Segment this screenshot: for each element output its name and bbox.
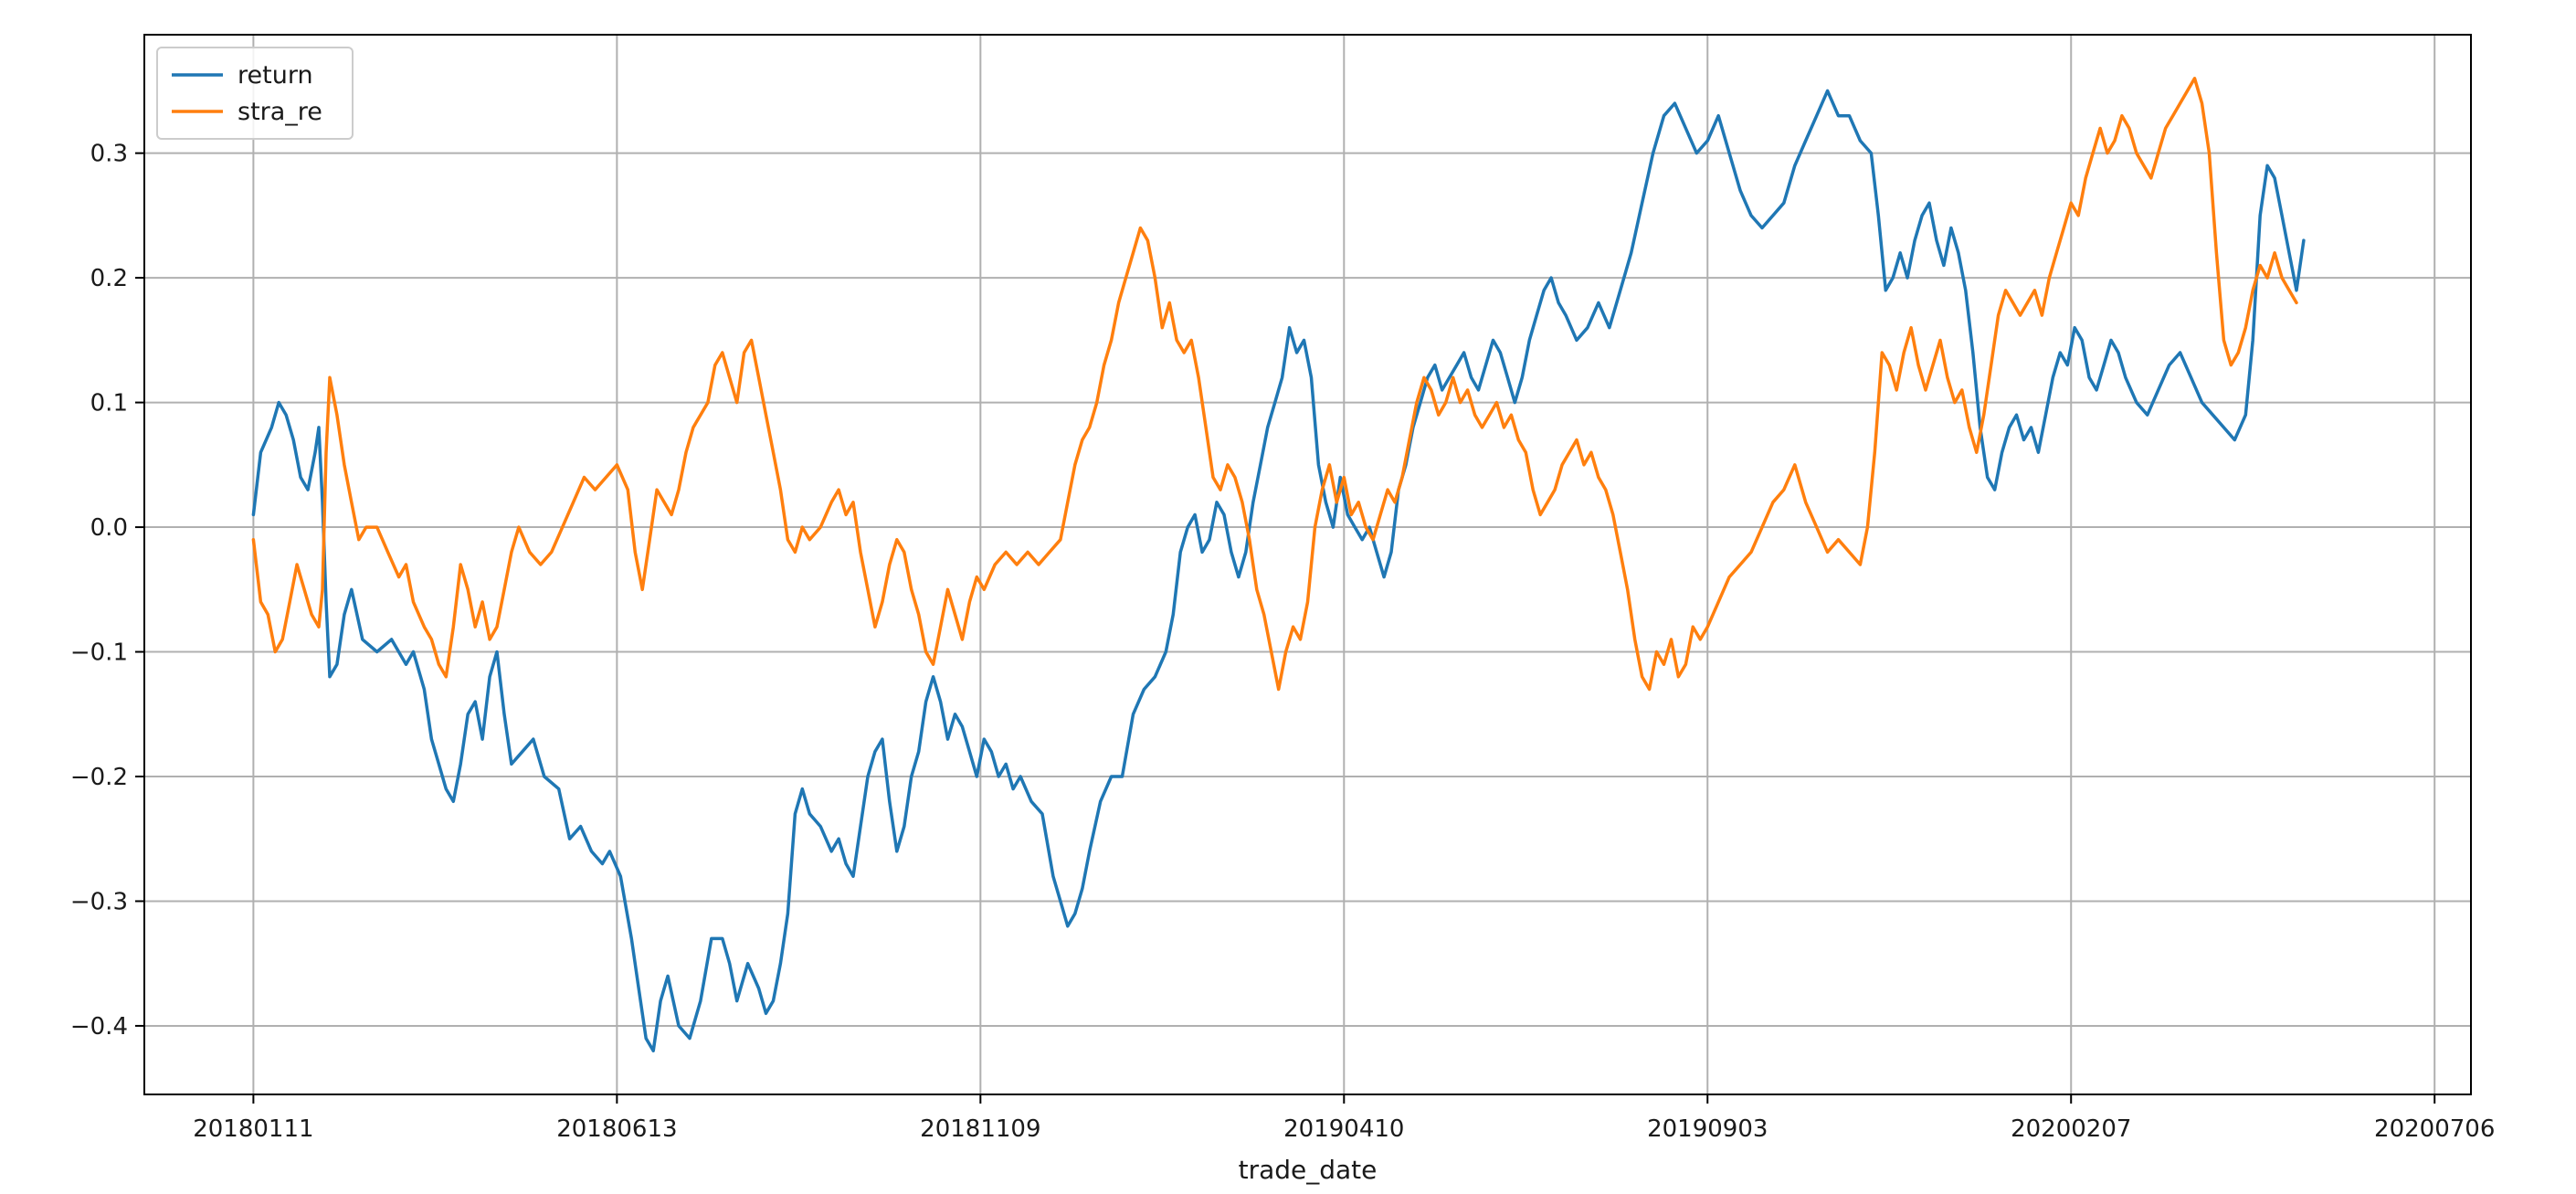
tick-layer: 20180111 20180613 20181109 20190410 20190903…	[70, 141, 2496, 1143]
y-tick-label: −0.4	[70, 1013, 128, 1041]
plot-background	[144, 35, 2471, 1094]
x-axis-label: trade_date	[1239, 1155, 1378, 1185]
legend: return stra_re	[156, 47, 354, 140]
x-tick-label: 20180613	[556, 1115, 677, 1143]
y-tick-label: 0.3	[90, 141, 128, 168]
legend-box	[156, 47, 354, 140]
x-tick-label: 20190410	[1283, 1115, 1404, 1143]
series-layer	[251, 77, 2306, 1052]
series-line-return	[251, 89, 2306, 1052]
y-tick-label: 0.2	[90, 265, 128, 292]
series-line-stra-re	[251, 77, 2298, 692]
y-tick-label: −0.2	[70, 764, 128, 791]
plot-frame	[143, 34, 2472, 1095]
y-tick-label: −0.3	[70, 888, 128, 915]
x-tick-label: 20180111	[193, 1115, 313, 1143]
x-tick-label: 20200207	[2011, 1115, 2131, 1143]
y-tick-label: −0.1	[70, 639, 128, 667]
legend-label-return: return	[238, 61, 313, 90]
x-tick-label: 20200706	[2374, 1115, 2495, 1143]
x-tick-label: 20181109	[920, 1115, 1040, 1143]
x-tick-label: 20190903	[1647, 1115, 1768, 1143]
grid-layer	[144, 35, 2471, 1094]
y-tick-label: 0.1	[90, 390, 128, 417]
legend-label-stra-re: stra_re	[238, 98, 322, 126]
y-tick-label: 0.0	[90, 514, 128, 542]
